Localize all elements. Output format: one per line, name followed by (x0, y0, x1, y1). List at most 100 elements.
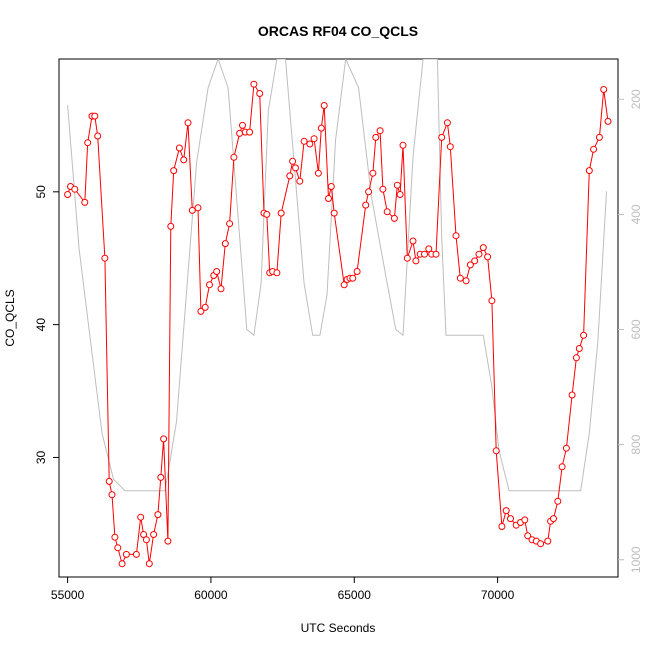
data-point (562, 444, 570, 452)
data-point (81, 198, 89, 206)
data-point (479, 244, 487, 252)
data-point (108, 491, 116, 499)
data-point (443, 119, 451, 127)
data-point (273, 269, 281, 277)
data-point (365, 188, 373, 196)
data-point (246, 128, 254, 136)
data-point (396, 191, 404, 198)
data-point (114, 544, 122, 552)
data-point (277, 209, 285, 217)
data-point (403, 254, 411, 262)
data-point (524, 532, 532, 540)
data-point (362, 201, 370, 209)
series-right-axis (67, 59, 607, 492)
data-point (286, 172, 294, 180)
data-point (580, 331, 588, 339)
data-point (221, 240, 229, 248)
data-point (498, 523, 506, 530)
x-tick-label: 65000 (338, 588, 372, 602)
data-point (194, 204, 202, 212)
data-point (101, 254, 109, 262)
data-point (175, 144, 183, 152)
data-point (184, 119, 192, 127)
data-point (604, 117, 612, 125)
y-tick-label: 40 (34, 318, 48, 332)
data-point (376, 127, 384, 135)
data-point (122, 550, 130, 558)
data-point (314, 169, 322, 177)
data-point (230, 153, 238, 161)
data-point (310, 135, 318, 143)
data-point (471, 257, 479, 265)
data-point (383, 208, 391, 216)
data-point (289, 157, 297, 165)
series-line-left (67, 82, 609, 566)
data-point (296, 177, 304, 185)
data-point (250, 80, 258, 88)
plot-frame (58, 58, 619, 578)
data-point (91, 112, 99, 120)
data-point (438, 133, 446, 141)
data-point (327, 183, 335, 190)
data-point (150, 531, 158, 538)
data-point (306, 140, 314, 148)
data-point (340, 281, 348, 289)
series-left-axis (64, 80, 612, 568)
y2-tick-label: 200 (629, 89, 643, 109)
data-point (167, 222, 175, 230)
y-tick-label: 30 (34, 450, 48, 464)
data-point (550, 515, 557, 523)
data-point (595, 133, 603, 141)
data-point (568, 391, 576, 399)
data-point (349, 274, 357, 282)
data-point (105, 477, 113, 485)
data-point (201, 303, 209, 311)
data-point (554, 497, 562, 505)
data-point (145, 560, 153, 568)
data-point (180, 156, 188, 164)
y2-tick-label: 600 (629, 319, 643, 339)
data-point (452, 232, 460, 240)
data-point (585, 167, 593, 175)
data-point (292, 164, 299, 172)
data-point (71, 185, 79, 193)
data-point (160, 435, 168, 443)
data-point (317, 124, 325, 132)
x-axis: 55000 60000 65000 70000 (51, 577, 515, 602)
data-point (372, 133, 380, 141)
data-point (330, 209, 338, 217)
y-tick-label: 50 (34, 185, 48, 199)
data-point (507, 515, 514, 523)
data-point (369, 169, 377, 177)
data-point (325, 195, 332, 202)
data-point (226, 220, 234, 228)
data-point (137, 513, 145, 521)
data-point (94, 132, 102, 140)
data-point (432, 250, 440, 258)
data-point (412, 257, 420, 265)
data-point (157, 473, 165, 481)
x-tick-label: 60000 (194, 588, 228, 602)
series-line-right (67, 59, 607, 492)
data-point (488, 297, 496, 305)
data-point (206, 281, 213, 289)
data-point (484, 253, 492, 261)
data-point (111, 533, 119, 541)
data-point (390, 214, 398, 222)
data-point (353, 268, 361, 275)
data-point (263, 210, 271, 218)
data-point (256, 90, 264, 97)
data-point (558, 463, 566, 471)
y-axis-right: 200 400 600 800 1000 (618, 89, 643, 573)
data-point (64, 191, 72, 198)
data-point (521, 516, 529, 524)
data-point (140, 531, 148, 538)
data-point (572, 354, 580, 362)
data-point (164, 537, 172, 545)
data-point (379, 185, 387, 193)
data-point (320, 102, 328, 109)
chart-title: ORCAS RF04 CO_QCLS (258, 23, 418, 39)
data-point (213, 268, 221, 275)
data-point (399, 141, 407, 149)
